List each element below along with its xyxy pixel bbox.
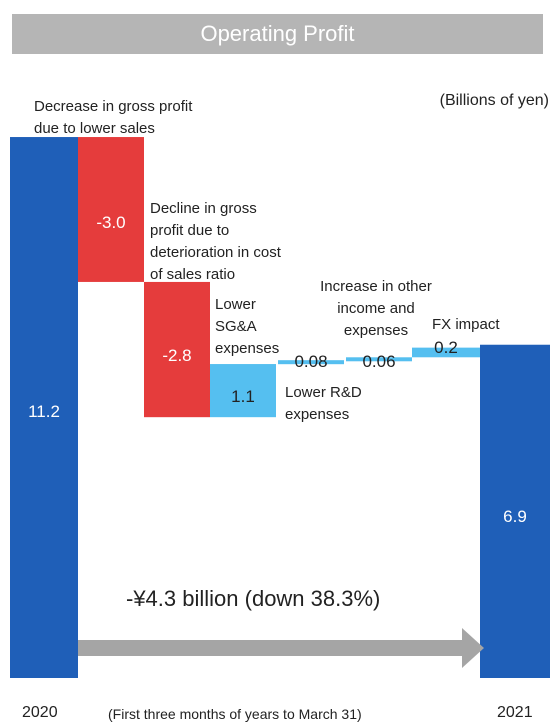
annotation-step-5: Increase in other income and expenses	[296, 276, 456, 342]
annotation-step-1: Decrease in gross profit due to lower sa…	[34, 96, 192, 140]
annotation-line: income and	[337, 300, 415, 317]
bar-2021	[480, 344, 550, 678]
value-label-step-1: -3.0	[96, 213, 126, 232]
annotation-line: deterioration in cost	[150, 244, 281, 261]
annotation-line: SG&A	[215, 318, 257, 335]
arrow-head	[462, 628, 484, 668]
annotation-line: Lower	[215, 296, 256, 313]
annotation-line: Decline in gross	[150, 200, 257, 217]
category-label-2021: 2021	[497, 704, 533, 721]
annotation-step-3: Lower SG&A expenses	[215, 294, 279, 360]
value-label-step-3: 1.1	[231, 387, 255, 406]
annotation-line: Increase in other	[320, 278, 432, 295]
value-label-step-6: 0.2	[434, 338, 458, 357]
bar-step-2	[144, 281, 210, 418]
bar-step-1	[78, 137, 144, 282]
annotation-line: FX impact	[432, 316, 500, 333]
value-label-2021: 6.9	[503, 507, 527, 526]
summary-arrow	[78, 628, 484, 668]
summary-text: -¥4.3 billion (down 38.3%)	[126, 586, 381, 611]
annotation-line: Lower R&D	[285, 384, 362, 401]
annotation-line: of sales ratio	[150, 266, 236, 283]
category-label-2020: 2020	[22, 704, 58, 721]
bar-step-3	[210, 364, 276, 418]
annotation-step-4: Lower R&D expenses	[285, 382, 362, 426]
bar-step-6	[412, 347, 480, 358]
value-label-step-2: -2.8	[162, 346, 192, 365]
value-label-step-4: 0.08	[294, 352, 328, 371]
annotation-step-6: FX impact	[432, 314, 500, 336]
annotation-line: expenses	[285, 406, 350, 423]
arrow-shaft	[78, 640, 462, 656]
annotation-line: profit due to	[150, 222, 230, 239]
annotation-line: expenses	[215, 340, 280, 357]
value-label-step-5: 0.06	[362, 352, 396, 371]
annotation-line: expenses	[343, 322, 409, 339]
annotation-step-2: Decline in gross profit due to deteriora…	[150, 198, 281, 286]
x-axis-note: (First three months of years to March 31…	[108, 706, 362, 722]
annotation-line: due to lower sales	[34, 120, 155, 137]
annotation-line: Decrease in gross profit	[34, 98, 193, 115]
bar-step-4	[278, 360, 344, 365]
chart-title: Operating Profit	[12, 14, 543, 54]
value-label-2020: 11.2	[28, 402, 60, 421]
bar-2020	[10, 137, 78, 679]
bar-step-5	[346, 357, 412, 362]
unit-label: (Billions of yen)	[439, 92, 549, 109]
